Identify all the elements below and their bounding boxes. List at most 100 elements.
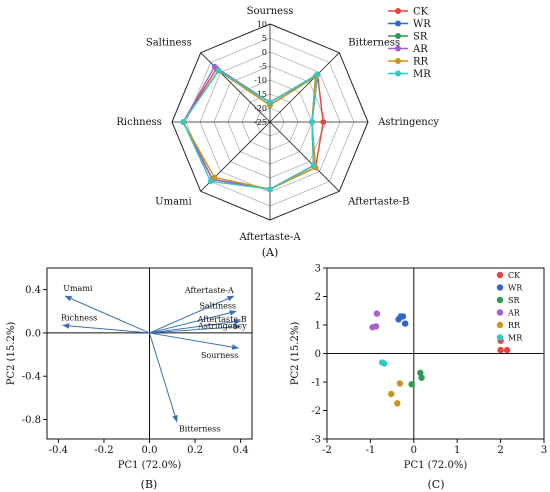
score-point xyxy=(417,369,424,377)
radar-chart: 10 5 0 -5 -10 -15 -20 -25 Sourness Bitterness Astr… xyxy=(116,6,439,243)
radar-axis-label: Richness xyxy=(116,117,161,128)
y-tick-label: 0.4 xyxy=(25,285,41,296)
x-tick-label: 3 xyxy=(541,445,547,456)
y-tick-label: 0 xyxy=(315,349,321,360)
radar-tick-label: -20 xyxy=(254,104,267,113)
score-point xyxy=(401,320,409,327)
legend-marker xyxy=(496,271,504,279)
x-tick-label: -0.4 xyxy=(49,445,68,456)
loading-vector-label: Aftertaste-A xyxy=(184,286,234,295)
y-tick-label: -1 xyxy=(311,378,321,389)
radar-tick-label: -5 xyxy=(259,62,267,71)
score-point xyxy=(408,381,415,388)
x-tick-label: 1 xyxy=(454,445,460,456)
legend-marker xyxy=(496,334,504,341)
radar-tick-label: 0 xyxy=(262,48,267,57)
score-point xyxy=(394,400,401,407)
loading-vector xyxy=(149,310,237,334)
score-point xyxy=(373,310,381,317)
legend-marker xyxy=(496,296,504,304)
radar-data-point xyxy=(207,178,214,185)
x-tick-label: 2 xyxy=(497,445,503,456)
legend-label: SR xyxy=(413,32,428,43)
loading-vector xyxy=(149,295,235,334)
loading-vector-label: Astringency xyxy=(197,321,247,330)
legend-label: CK xyxy=(508,271,521,280)
radar-axis-label: Umami xyxy=(155,196,192,207)
legend-marker xyxy=(496,309,504,316)
legend-marker xyxy=(395,20,401,27)
y-tick-label: 3 xyxy=(315,264,321,275)
panel-label-c: (C) xyxy=(428,478,445,491)
score-point xyxy=(418,374,425,381)
y-axis-label: PC2 (15.2%) xyxy=(6,322,17,386)
legend-marker xyxy=(496,284,504,291)
loading-vector xyxy=(149,319,242,334)
loading-vector-label: Bitterness xyxy=(179,425,221,434)
score-point xyxy=(396,380,404,387)
loading-vector xyxy=(149,324,242,334)
legend-label: CK xyxy=(413,7,429,18)
radar-data-point xyxy=(267,99,273,106)
x-tick-label: -1 xyxy=(366,445,376,456)
radar-series-line xyxy=(182,65,319,190)
radar-data-point xyxy=(180,119,186,125)
loading-vector xyxy=(62,323,150,334)
legend-label: WR xyxy=(508,284,523,293)
radar-tick-label: -10 xyxy=(254,76,267,85)
legend-marker xyxy=(395,33,401,39)
x-axis-label: PC1 (72.0%) xyxy=(404,460,468,471)
radar-tick-label: 10 xyxy=(257,20,267,29)
x-tick-label: 0 xyxy=(411,445,417,456)
legend-label: MR xyxy=(508,334,523,343)
radar-data-point xyxy=(215,67,222,74)
legend-label: AR xyxy=(507,309,521,318)
loading-vector-label: Umami xyxy=(63,284,93,293)
radar-data-point xyxy=(310,162,317,169)
loading-vector xyxy=(149,332,178,423)
loading-vector xyxy=(64,295,150,334)
radar-data-point xyxy=(211,63,218,70)
legend-marker xyxy=(496,321,504,329)
x-tick-label: 0.4 xyxy=(233,445,249,456)
radar-axis-label: Aftertaste-B xyxy=(347,196,409,207)
pca-loading-biplot: -0.4 -0.2 0.0 0.2 0.4 0.4 0.0 -0.4 -0.8 PC1 (72.0… xyxy=(6,267,253,471)
score-point xyxy=(388,390,395,398)
radar-tick-label: -25 xyxy=(254,118,267,127)
legend-label: SR xyxy=(508,296,520,305)
legend-marker xyxy=(395,70,401,77)
loading-vector-label: Saltiness xyxy=(199,301,236,310)
legend-marker xyxy=(395,8,401,14)
loading-vector-label: Sourness xyxy=(201,351,238,360)
radar-spoke xyxy=(269,52,340,123)
radar-data-point xyxy=(211,174,218,181)
loading-vector xyxy=(149,332,240,350)
x-tick-label: -0.2 xyxy=(94,445,113,456)
score-point xyxy=(497,346,504,354)
legend-label: RR xyxy=(508,321,521,330)
legend-label: RR xyxy=(413,57,429,68)
radar-data-point xyxy=(309,119,315,125)
y-tick-label: 2 xyxy=(315,292,321,303)
x-tick-label: 0.2 xyxy=(187,445,203,456)
radar-tick-label: -15 xyxy=(254,90,267,99)
y-tick-label: 0.0 xyxy=(25,328,41,339)
legend-marker xyxy=(395,45,401,52)
score-point xyxy=(395,316,402,323)
radar-axis-label: Bitterness xyxy=(348,38,400,49)
radar-data-point xyxy=(314,71,321,78)
score-point xyxy=(372,323,380,330)
x-axis-label: PC1 (72.0%) xyxy=(118,460,182,471)
score-point xyxy=(381,360,388,367)
radar-axis-label: Aftertaste-A xyxy=(238,232,301,243)
panel-label-a: (A) xyxy=(262,246,279,259)
y-tick-label: -3 xyxy=(311,435,321,446)
y-tick-label: -0.8 xyxy=(22,415,41,426)
radar-data-point xyxy=(267,186,273,192)
panel-label-b: (B) xyxy=(141,478,158,491)
radar-axis-label: Saltiness xyxy=(146,38,192,49)
loading-vector-label: Richness xyxy=(61,313,97,322)
radar-spoke xyxy=(269,121,340,192)
